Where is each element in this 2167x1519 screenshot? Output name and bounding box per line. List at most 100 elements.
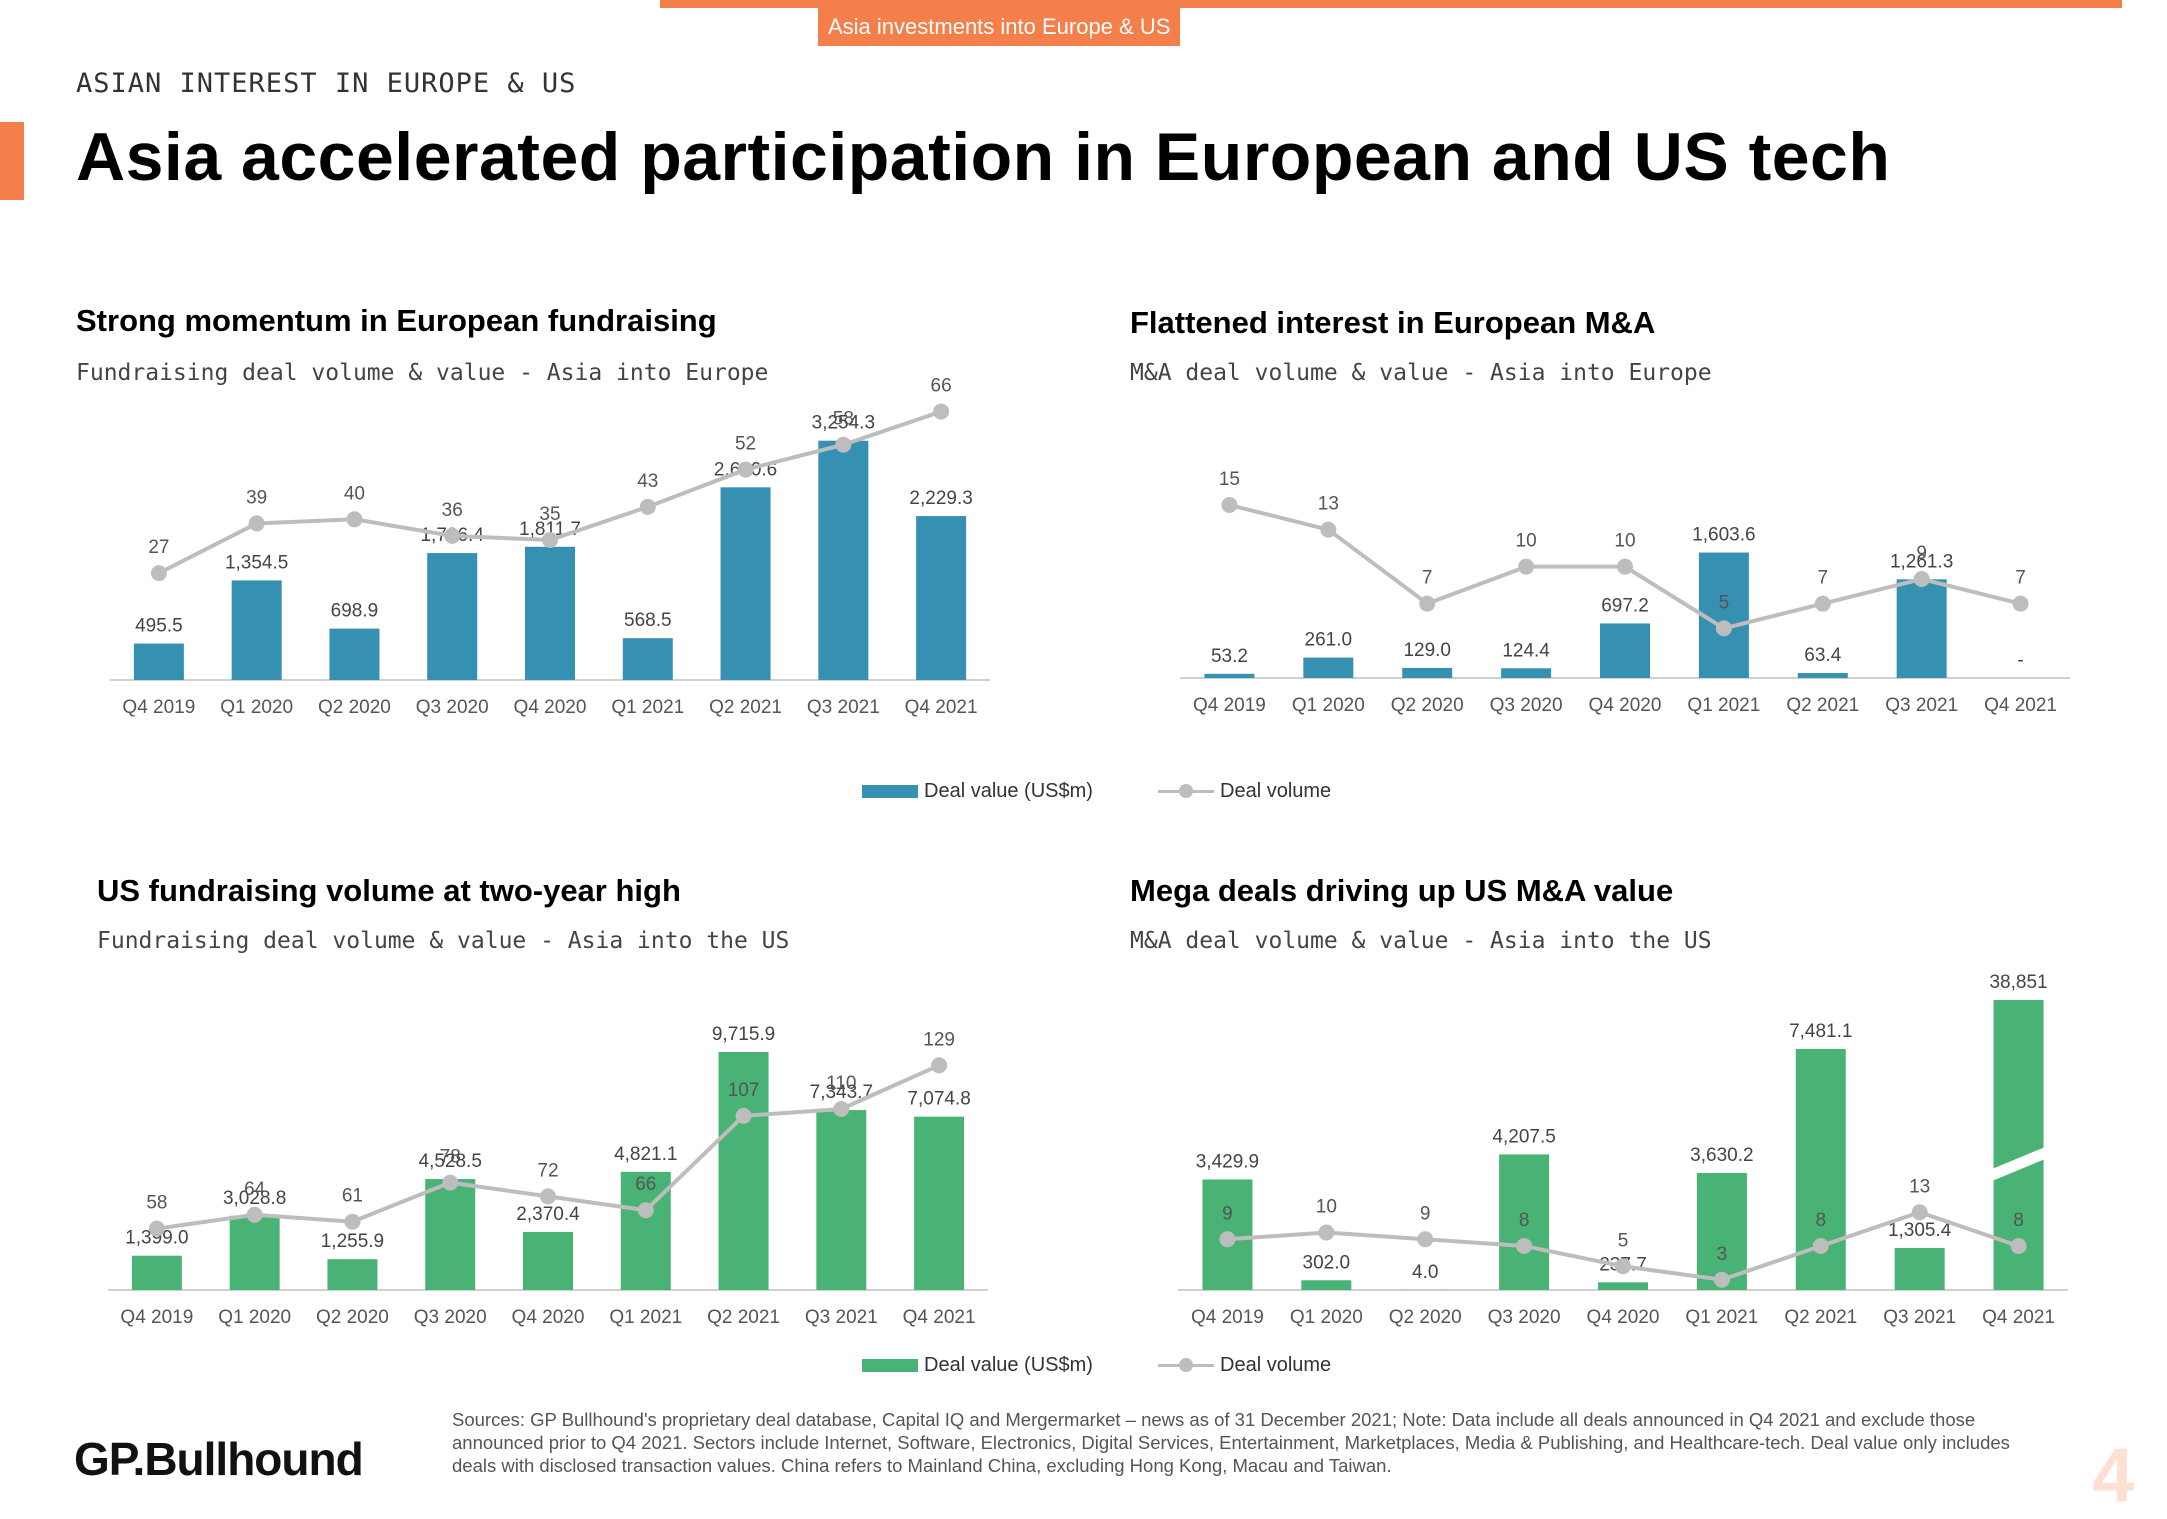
us-fundraising-volume-label: 110 (826, 1073, 856, 1094)
us-ma-tick-label: Q4 2019 (1191, 1307, 1264, 1328)
eu-fundraising-volume-point (835, 437, 851, 453)
eu-fundraising-volume-point (738, 462, 754, 478)
eu-fundraising-volume-label: 40 (344, 483, 365, 504)
eu-ma-bar-label: 53.2 (1211, 646, 1248, 667)
legend-bottom: Deal value (US$m) (862, 1354, 1093, 1377)
us-fundraising-volume-point (736, 1108, 752, 1124)
eu-fundraising-tick-label: Q1 2020 (220, 697, 293, 718)
us-ma-bar-label: 4,207.5 (1492, 1126, 1555, 1147)
eu-ma-bar-label: 261.0 (1305, 630, 1353, 651)
eu-ma-bar-label: 63.4 (1804, 645, 1841, 666)
eu-ma-tick-label: Q4 2020 (1589, 695, 1662, 716)
us-fundraising-bar-label: 1,255.9 (321, 1231, 384, 1252)
us-fundraising-bar-label: 2,370.4 (516, 1204, 580, 1225)
us-fundraising-volume-point (638, 1202, 654, 1218)
us-fundraising-volume-label: 58 (146, 1193, 167, 1214)
eu-fundraising-volume-point (640, 499, 656, 515)
us-fundraising-tick-label: Q3 2020 (414, 1307, 487, 1328)
us-ma-tick-label: Q2 2020 (1389, 1307, 1462, 1328)
us-ma-bar (1895, 1248, 1945, 1290)
us-ma-volume-label: 3 (1717, 1244, 1728, 1265)
us-ma-volume-point (1318, 1225, 1334, 1241)
us-fundraising-bar-label: 7,074.8 (907, 1089, 970, 1110)
us-ma-bar-label: 3,630.2 (1690, 1145, 1753, 1166)
eu-ma-volume-label: 5 (1719, 592, 1730, 613)
us-fundraising-volume-label: 129 (923, 1029, 955, 1050)
eu-fundraising-tick-label: Q3 2020 (416, 697, 489, 718)
us-fundraising-volume-label: 72 (537, 1160, 558, 1181)
us-fundraising-tick-label: Q4 2019 (120, 1307, 193, 1328)
eu-fundraising-bar-label: 1,354.5 (225, 552, 288, 573)
legend-value-swatch (862, 785, 918, 798)
eu-fundraising-volume-label: 66 (931, 376, 952, 397)
eu-ma-bar-label: 697.2 (1601, 595, 1649, 616)
brand-logo: GP.Bullhound (74, 1432, 363, 1486)
eu-ma-tick-label: Q1 2020 (1292, 695, 1365, 716)
eu-ma-volume-point (1221, 497, 1237, 513)
us-fundraising-tick-label: Q4 2021 (903, 1307, 976, 1328)
us-fundraising-tick-label: Q1 2021 (609, 1307, 682, 1328)
eu-ma-volume-label: 10 (1516, 531, 1537, 552)
eu-fundraising-bar (721, 487, 771, 680)
eu-fundraising-bar (134, 644, 184, 680)
eu-fundraising-volume-label: 39 (246, 487, 267, 508)
us-fundraising-bar (425, 1179, 475, 1290)
us-fundraising-volume-label: 64 (244, 1179, 266, 1200)
eu-ma-tick-label: Q1 2021 (1687, 695, 1760, 716)
us-fundraising-tick-label: Q2 2020 (316, 1307, 389, 1328)
page-number: 4 (2092, 1432, 2134, 1519)
eu-fundraising-bar (329, 629, 379, 680)
eu-fundraising-volume-point (151, 565, 167, 581)
us-fundraising-tick-label: Q4 2020 (512, 1307, 585, 1328)
eu-ma-bar-label: 124.4 (1502, 640, 1550, 661)
legend-bottom-volume: Deal volume (1158, 1354, 1331, 1377)
eu-fundraising-bar-label: 2,229.3 (909, 488, 972, 509)
eu-fundraising-tick-label: Q4 2021 (905, 697, 978, 718)
eu-fundraising-tick-label: Q1 2021 (611, 697, 684, 718)
us-ma-tick-label: Q1 2020 (1290, 1307, 1363, 1328)
us-ma-volume-label: 9 (1420, 1203, 1431, 1224)
eu-ma-bar (1204, 674, 1254, 678)
us-ma-tick-label: Q1 2021 (1685, 1307, 1758, 1328)
eu-ma-volume-label: 7 (1817, 568, 1828, 589)
us-fundraising-bar (523, 1232, 573, 1290)
eu-ma-volume-point (1716, 620, 1732, 636)
eu-ma-tick-label: Q2 2021 (1786, 695, 1859, 716)
us-ma-volume-point (1219, 1231, 1235, 1247)
eu-fundraising-bar (818, 441, 868, 680)
us-ma-volume-label: 13 (1909, 1176, 1930, 1197)
eu-fundraising-volume-point (346, 511, 362, 527)
eu-ma-bar (1501, 668, 1551, 678)
us-fundraising-bar-label: 4,821.1 (614, 1144, 677, 1165)
eu-fundraising-tick-label: Q3 2021 (807, 697, 880, 718)
us-fundraising-volume-label: 66 (635, 1174, 656, 1195)
us-ma-volume-point (1912, 1204, 1928, 1220)
sources-note: Sources: GP Bullhound's proprietary deal… (452, 1408, 2052, 1477)
eu-fundraising-volume-label: 27 (148, 537, 169, 558)
eu-fundraising-volume-point (542, 532, 558, 548)
eu-fundraising-volume-point (933, 404, 949, 420)
us-ma-volume-point (1714, 1272, 1730, 1288)
us-fundraising-volume-label: 61 (342, 1186, 363, 1207)
us-ma-bar-label: 1,305.4 (1888, 1220, 1952, 1241)
eu-ma-bar (1600, 623, 1650, 678)
us-ma-tick-label: Q2 2021 (1784, 1307, 1857, 1328)
eu-fundraising-tick-label: Q2 2020 (318, 697, 391, 718)
eu-fundraising-tick-label: Q4 2019 (122, 697, 195, 718)
us-ma-volume-label: 8 (1519, 1210, 1530, 1231)
eu-ma-volume-point (1815, 596, 1831, 612)
us-ma-tick-label: Q4 2021 (1982, 1307, 2055, 1328)
eu-fundraising-bar-label: 568.5 (624, 610, 672, 631)
legend-top: Deal value (US$m) (862, 780, 1093, 803)
eu-ma-volume-label: 15 (1219, 469, 1240, 490)
eu-ma-bar-label: 1,603.6 (1692, 525, 1755, 546)
us-ma-bar (1301, 1280, 1351, 1290)
eu-fundraising-bar (623, 638, 673, 680)
us-fundraising-volume-point (540, 1188, 556, 1204)
eu-fundraising-tick-label: Q4 2020 (514, 697, 587, 718)
eu-fundraising-volume-label: 43 (637, 471, 658, 492)
us-ma-volume-label: 5 (1618, 1230, 1629, 1251)
us-ma-bar-label: 38,851 (1989, 972, 2047, 993)
eu-ma-volume-label: 10 (1614, 531, 1635, 552)
eu-ma-volume-point (1914, 571, 1930, 587)
